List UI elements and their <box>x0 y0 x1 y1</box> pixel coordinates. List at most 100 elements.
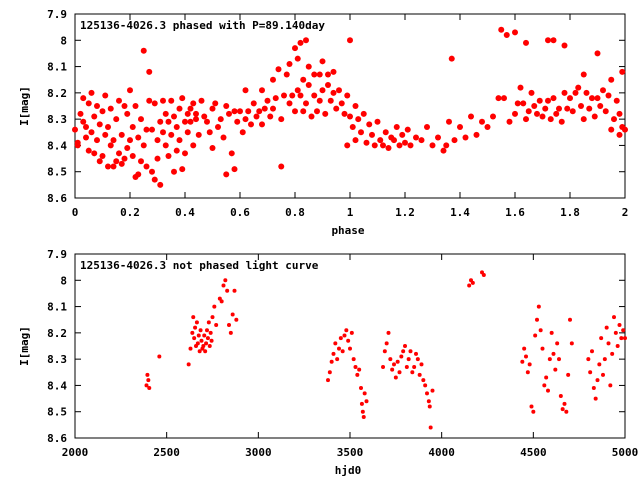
unphased-data-point <box>586 357 591 362</box>
unphased-data-point <box>419 362 424 367</box>
unphased-data-point <box>230 312 235 317</box>
unphased-data-point <box>359 386 363 391</box>
unphased-data-point <box>403 344 407 348</box>
phased-data-point <box>380 142 386 149</box>
unphased-data-point <box>604 325 609 330</box>
phased-data-point <box>127 87 133 94</box>
unphased-data-point <box>410 370 415 375</box>
unphased-data-point <box>467 283 472 288</box>
unphased-data-point <box>351 357 356 362</box>
phased-data-point <box>344 142 351 149</box>
phased-data-point <box>457 124 463 131</box>
unphased-data-point <box>359 401 364 406</box>
phased-data-point <box>517 84 524 91</box>
phased-data-point <box>523 39 529 46</box>
phased-data-point <box>539 113 546 120</box>
phased-data-point <box>292 45 298 52</box>
phased-data-point <box>616 131 623 138</box>
unphased-data-point <box>344 328 349 333</box>
unphased-data-point <box>536 304 541 309</box>
unphased-x-tick-label: 2000 <box>62 446 89 459</box>
phased-data-point <box>349 124 356 131</box>
phased-y-tick-label: 8.1 <box>47 61 67 74</box>
phased-data-point <box>300 108 307 115</box>
phased-data-point <box>583 89 590 96</box>
phased-data-point <box>377 137 384 144</box>
phased-data-point <box>382 129 389 136</box>
phased-data-point <box>80 95 87 102</box>
phased-data-point <box>223 103 230 109</box>
unphased-data-point <box>196 333 201 338</box>
unphased-data-point <box>342 333 347 338</box>
unphased-data-point <box>145 372 150 377</box>
phased-data-point <box>613 97 620 104</box>
unphased-data-point <box>555 341 560 346</box>
phased-data-point <box>341 110 348 117</box>
phased-data-point <box>121 103 128 109</box>
phased-data-point <box>616 110 623 117</box>
phased-data-point <box>171 168 177 175</box>
unphased-data-point <box>590 349 594 354</box>
phased-data-point <box>602 108 609 115</box>
phased-data-point <box>198 97 205 104</box>
phased-data-point <box>239 129 246 136</box>
unphased-data-point <box>557 357 561 362</box>
phased-data-point <box>327 97 334 104</box>
phased-data-point <box>124 145 131 152</box>
phased-data-point <box>135 171 142 178</box>
phased-data-point <box>264 97 271 104</box>
phased-data-point <box>363 139 370 146</box>
unphased-data-point <box>546 388 550 393</box>
phased-data-point <box>140 142 147 149</box>
phased-data-point <box>393 124 400 131</box>
unphased-plot-frame <box>74 253 626 439</box>
phased-data-point <box>303 100 309 107</box>
phased-data-point <box>294 87 301 94</box>
phased-data-point <box>184 129 191 136</box>
phased-data-point <box>129 152 136 159</box>
phased-data-point <box>261 105 268 112</box>
unphased-x-tick-label: 2500 <box>153 446 180 459</box>
phased-data-point <box>374 118 381 125</box>
unphased-data-point <box>206 320 211 325</box>
phased-data-point <box>270 76 276 83</box>
unphased-data-point <box>337 346 341 351</box>
phased-data-point <box>448 55 455 62</box>
phased-data-point <box>347 113 353 120</box>
phased-data-point <box>305 63 312 70</box>
unphased-data-point <box>384 341 389 346</box>
phased-data-point <box>330 68 337 75</box>
unphased-data-point <box>531 409 536 414</box>
unphased-data-point <box>188 346 193 351</box>
phased-data-point <box>550 37 557 44</box>
unphased-data-point <box>404 365 409 370</box>
phased-data-point <box>173 147 180 154</box>
phased-data-point <box>250 100 257 107</box>
unphased-data-point <box>157 354 162 359</box>
phased-data-point <box>102 131 109 138</box>
phased-data-point <box>151 176 158 183</box>
unphased-data-point <box>527 362 532 367</box>
phased-data-point <box>245 108 252 115</box>
phased-data-point <box>113 116 120 123</box>
unphased-data-point <box>414 351 418 356</box>
phased-data-point <box>619 68 626 75</box>
phased-data-point <box>160 97 166 104</box>
phased-data-point <box>102 92 109 99</box>
unphased-data-point <box>234 317 239 322</box>
unphased-y-tick-label: 8.2 <box>47 327 67 340</box>
phased-data-point <box>314 108 320 115</box>
phased-data-point <box>567 95 573 102</box>
unphased-data-point <box>588 370 593 375</box>
phased-data-point <box>385 145 392 152</box>
phased-data-point <box>525 108 532 115</box>
phased-data-point <box>85 147 92 154</box>
phased-data-point <box>578 103 584 109</box>
unphased-y-axis-label: I[mag] <box>18 326 31 366</box>
phased-data-point <box>545 37 551 44</box>
phased-data-point <box>146 68 153 75</box>
unphased-x-axis-label: hjd0 <box>335 464 362 477</box>
phased-x-axis-label: phase <box>331 224 364 237</box>
unphased-data-point <box>595 378 600 383</box>
unphased-data-point <box>209 338 214 343</box>
